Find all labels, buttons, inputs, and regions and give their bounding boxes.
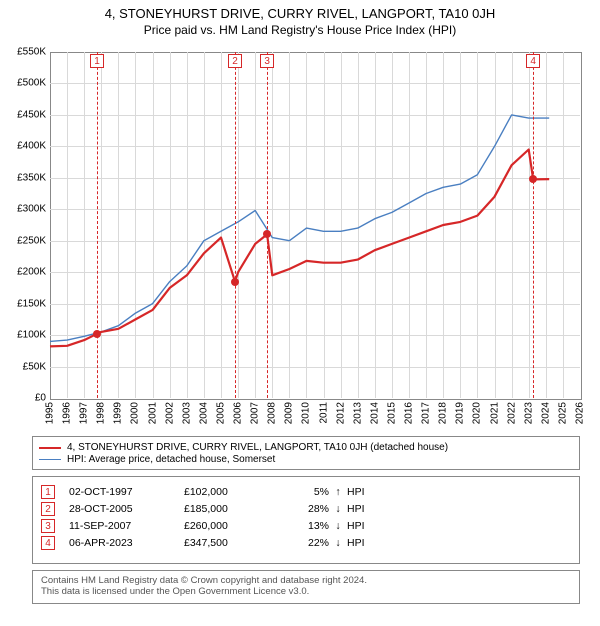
chart-lines bbox=[0, 6, 600, 626]
transaction-dot bbox=[529, 175, 537, 183]
series-line-hpi bbox=[50, 115, 549, 342]
series-line-property bbox=[50, 150, 549, 347]
transaction-vline bbox=[267, 52, 268, 398]
transaction-vline bbox=[97, 52, 98, 398]
transaction-dot bbox=[263, 230, 271, 238]
transaction-number-box: 2 bbox=[228, 54, 242, 68]
transaction-number-box: 3 bbox=[260, 54, 274, 68]
transaction-dot bbox=[93, 330, 101, 338]
transaction-vline bbox=[533, 52, 534, 398]
transaction-vline bbox=[235, 52, 236, 398]
transaction-number-box: 1 bbox=[90, 54, 104, 68]
transaction-dot bbox=[231, 278, 239, 286]
page: 4, STONEYHURST DRIVE, CURRY RIVEL, LANGP… bbox=[0, 6, 600, 626]
transaction-number-box: 4 bbox=[526, 54, 540, 68]
